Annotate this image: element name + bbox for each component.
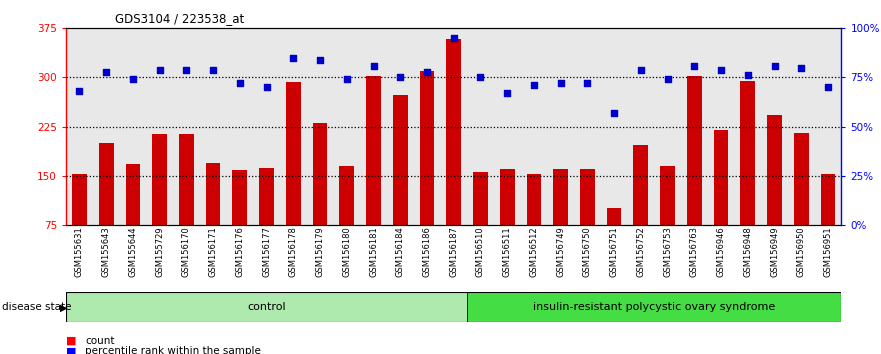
Text: GSM156753: GSM156753 xyxy=(663,226,672,277)
Bar xyxy=(820,175,835,225)
Text: GSM155631: GSM155631 xyxy=(75,226,84,277)
Text: GSM156176: GSM156176 xyxy=(235,226,244,277)
Point xyxy=(420,69,434,74)
Point xyxy=(661,76,675,82)
Bar xyxy=(660,166,675,225)
Text: GSM156180: GSM156180 xyxy=(343,226,352,277)
Bar xyxy=(580,169,595,225)
Bar xyxy=(527,175,541,225)
Point xyxy=(126,76,140,82)
Bar xyxy=(313,123,328,225)
Point xyxy=(447,35,461,41)
Text: GSM156951: GSM156951 xyxy=(824,226,833,277)
Text: GSM156177: GSM156177 xyxy=(262,226,271,277)
Text: GSM156511: GSM156511 xyxy=(503,226,512,277)
Bar xyxy=(473,172,488,225)
Text: GSM156181: GSM156181 xyxy=(369,226,378,277)
Point xyxy=(313,57,327,63)
Bar xyxy=(152,135,167,225)
Text: GSM156179: GSM156179 xyxy=(315,226,324,277)
Point xyxy=(366,63,381,68)
Bar xyxy=(286,82,300,225)
Bar xyxy=(500,169,515,225)
Bar xyxy=(259,169,274,225)
Bar xyxy=(393,95,408,225)
Point xyxy=(393,75,407,80)
Bar xyxy=(419,71,434,225)
Text: GSM156949: GSM156949 xyxy=(770,226,779,277)
Bar xyxy=(687,76,701,225)
Point xyxy=(527,82,541,88)
Point xyxy=(152,67,167,73)
Point xyxy=(821,84,835,90)
Point xyxy=(741,73,755,78)
Text: GSM156750: GSM156750 xyxy=(583,226,592,277)
Bar xyxy=(72,175,87,225)
Text: GSM156749: GSM156749 xyxy=(556,226,565,277)
Point xyxy=(581,80,595,86)
Text: GSM156178: GSM156178 xyxy=(289,226,298,277)
Bar xyxy=(206,162,220,225)
Point xyxy=(607,110,621,116)
Text: GSM156950: GSM156950 xyxy=(796,226,806,277)
Text: count: count xyxy=(85,336,115,346)
Text: GSM156512: GSM156512 xyxy=(529,226,538,277)
Point xyxy=(100,69,114,74)
Bar xyxy=(794,133,809,225)
Bar xyxy=(366,76,381,225)
Bar xyxy=(99,143,114,225)
Bar xyxy=(66,292,467,322)
Text: GSM156751: GSM156751 xyxy=(610,226,618,277)
Text: GSM156170: GSM156170 xyxy=(181,226,191,277)
Point xyxy=(233,80,247,86)
Bar xyxy=(126,164,140,225)
Text: GSM156763: GSM156763 xyxy=(690,226,699,277)
Text: GSM155643: GSM155643 xyxy=(101,226,111,277)
Text: GSM156184: GSM156184 xyxy=(396,226,404,277)
Text: GSM156510: GSM156510 xyxy=(476,226,485,277)
Bar xyxy=(179,135,194,225)
Text: disease state: disease state xyxy=(2,302,71,312)
Bar xyxy=(714,130,729,225)
Text: control: control xyxy=(248,302,286,312)
Text: GSM155644: GSM155644 xyxy=(129,226,137,277)
Point xyxy=(340,76,354,82)
Point xyxy=(500,90,515,96)
Point xyxy=(714,67,728,73)
Text: GSM155729: GSM155729 xyxy=(155,226,164,277)
Bar xyxy=(339,166,354,225)
Text: GSM156752: GSM156752 xyxy=(636,226,646,277)
Bar xyxy=(607,209,621,225)
Text: ■: ■ xyxy=(66,336,77,346)
Bar xyxy=(740,81,755,225)
Text: ▶: ▶ xyxy=(60,302,68,312)
Bar xyxy=(467,292,841,322)
Point xyxy=(473,75,487,80)
Text: GSM156946: GSM156946 xyxy=(716,226,726,277)
Point xyxy=(180,67,194,73)
Text: ■: ■ xyxy=(66,346,77,354)
Text: insulin-resistant polycystic ovary syndrome: insulin-resistant polycystic ovary syndr… xyxy=(533,302,775,312)
Point xyxy=(687,63,701,68)
Point xyxy=(794,65,808,70)
Point xyxy=(206,67,220,73)
Text: GDS3104 / 223538_at: GDS3104 / 223538_at xyxy=(115,12,244,25)
Bar xyxy=(553,169,568,225)
Point xyxy=(260,84,274,90)
Point xyxy=(72,88,86,94)
Point xyxy=(286,55,300,61)
Text: GSM156187: GSM156187 xyxy=(449,226,458,277)
Bar xyxy=(633,145,648,225)
Bar xyxy=(767,115,781,225)
Point xyxy=(553,80,567,86)
Text: GSM156171: GSM156171 xyxy=(209,226,218,277)
Text: GSM156186: GSM156186 xyxy=(423,226,432,277)
Text: GSM156948: GSM156948 xyxy=(744,226,752,277)
Text: percentile rank within the sample: percentile rank within the sample xyxy=(85,346,262,354)
Point xyxy=(633,67,648,73)
Point xyxy=(767,63,781,68)
Bar xyxy=(447,39,461,225)
Bar xyxy=(233,170,248,225)
